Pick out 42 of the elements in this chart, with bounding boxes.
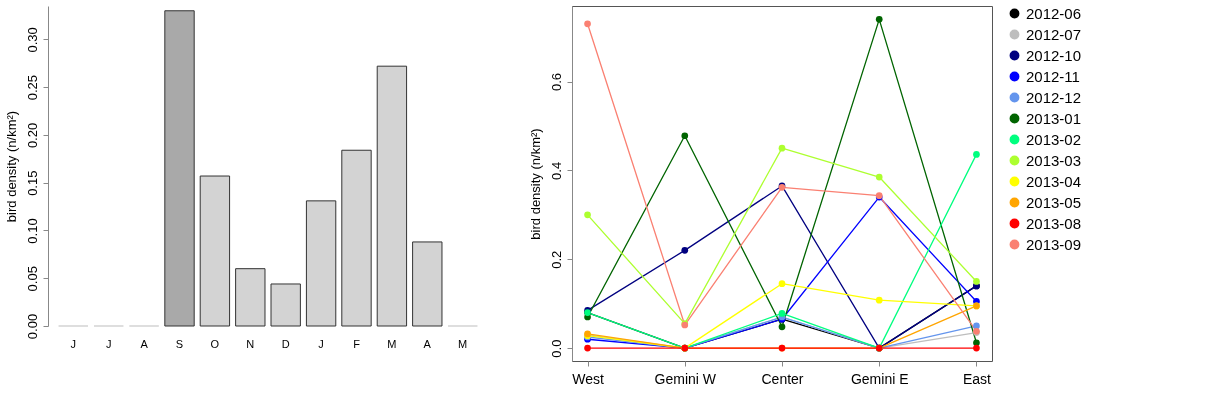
legend-label: 2012-10 [1026, 46, 1082, 64]
y-tick-label: 0.15 [24, 170, 40, 196]
x-tick-label: D [281, 337, 290, 350]
x-tick-label: A [140, 337, 149, 350]
x-tick-label: O [210, 337, 220, 350]
y-tick-label: 0.6 [548, 72, 564, 92]
x-tick-label: J [70, 337, 77, 350]
x-tick-label: N [246, 337, 255, 350]
x-tick-label: Center [761, 370, 804, 387]
x-tick-label: F [353, 337, 361, 350]
legend-label: 2013-01 [1026, 109, 1082, 127]
legend-label: 2012-11 [1026, 67, 1080, 85]
x-tick-label: Gemini W [654, 370, 717, 387]
x-tick-label: M [458, 337, 468, 350]
y-tick-label: 0.0 [548, 339, 564, 358]
x-tick-label: M [387, 337, 397, 350]
legend-label: 2013-05 [1026, 193, 1082, 211]
y-tick-label: 0.25 [24, 75, 40, 101]
x-tick-label: West [572, 370, 604, 387]
legend-label: 2012-06 [1026, 4, 1082, 22]
y-axis-title: bird density (n/km²) [527, 128, 543, 240]
y-tick-label: 0.30 [24, 27, 40, 53]
x-tick-label: J [318, 337, 324, 350]
y-tick-label: 0.00 [24, 313, 40, 340]
y-tick-label: 0.2 [548, 250, 564, 269]
y-tick-label: 0.05 [24, 266, 40, 292]
legend-label: 2013-03 [1026, 151, 1082, 169]
y-tick-label: 0.10 [24, 218, 40, 244]
legend-label: 2013-08 [1026, 214, 1082, 232]
y-tick-label: 0.4 [548, 161, 564, 180]
legend-label: 2013-02 [1026, 130, 1082, 148]
x-tick-label: J [105, 337, 112, 350]
legend-label: 2013-09 [1026, 235, 1082, 253]
legend-label: 2012-07 [1026, 25, 1082, 43]
y-tick-label: 0.20 [24, 122, 40, 149]
x-tick-label: Gemini E [850, 370, 909, 387]
x-tick-label: East [962, 370, 992, 387]
x-tick-label: S [175, 337, 184, 350]
x-tick-label: A [423, 337, 432, 350]
y-axis-title: bird density (n/km²) [3, 110, 19, 223]
legend-label: 2012-12 [1026, 88, 1082, 106]
legend-label: 2013-04 [1026, 172, 1082, 190]
